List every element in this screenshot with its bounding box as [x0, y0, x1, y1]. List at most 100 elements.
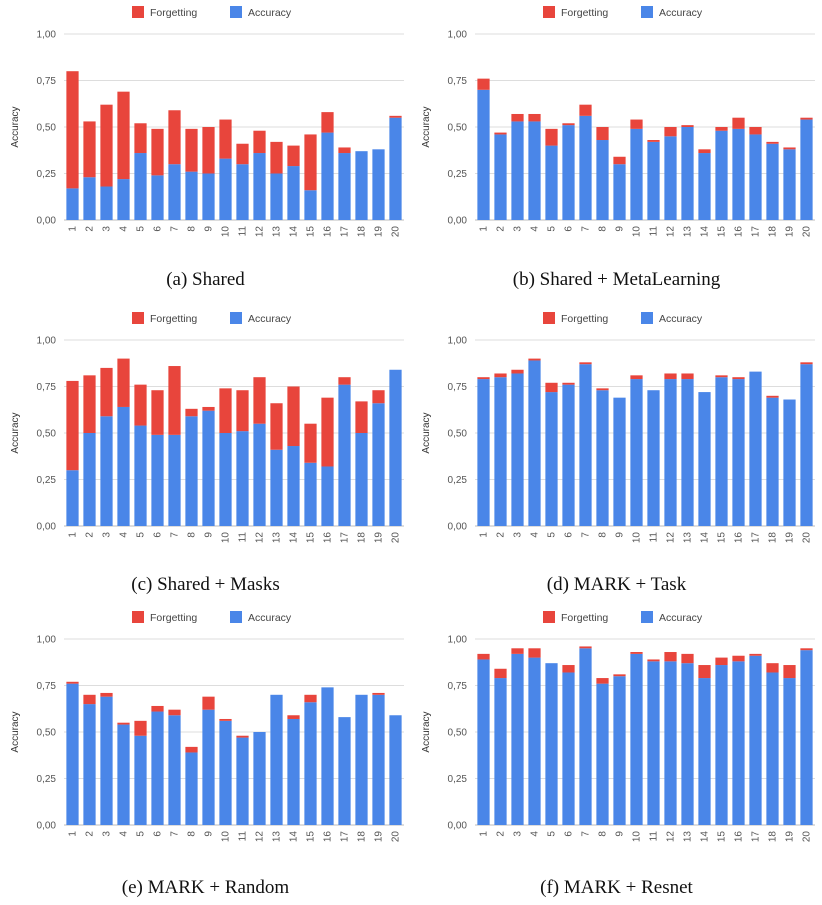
bar-accuracy	[168, 434, 181, 526]
bar-forgetting	[66, 380, 79, 471]
caption-e: (e) MARK + Random	[121, 877, 290, 898]
bar-accuracy	[715, 130, 728, 220]
bar-forgetting	[477, 653, 490, 660]
x-tick-label: 11	[238, 831, 249, 842]
bar-forgetting	[783, 665, 796, 679]
bar-accuracy	[647, 141, 660, 220]
bar-accuracy	[800, 650, 813, 825]
chart-panel-b: 0,00 0,25 0,50 0,75 1,00 Accuracy 1 2 3 4 5 6 7 8 9 10 1…	[411, 0, 822, 300]
bar-accuracy	[545, 663, 558, 825]
y-tick-label: 0,25	[448, 475, 468, 486]
x-tick-label: 4	[119, 831, 130, 837]
x-tick-label: 12	[255, 831, 266, 843]
bar-accuracy	[596, 390, 609, 526]
bar-forgetting	[681, 373, 694, 380]
x-tick-label: 17	[751, 831, 762, 843]
bar-accuracy	[151, 434, 164, 526]
x-tick-label: 16	[734, 532, 745, 544]
bar-forgetting	[698, 665, 711, 679]
y-tick-label: 0,25	[37, 774, 57, 785]
bar-accuracy	[168, 715, 181, 825]
chart-panel-c: 0,00 0,25 0,50 0,75 1,00 Accuracy 1 2 3 4 5 6 7 8 9 10 1…	[0, 306, 411, 606]
legend-swatch-accuracy	[230, 6, 242, 18]
x-tick-label: 5	[136, 226, 147, 232]
x-tick-label: 19	[785, 831, 796, 843]
bar-forgetting	[100, 104, 113, 187]
x-tick-label: 11	[649, 226, 660, 237]
bar-forgetting	[579, 104, 592, 116]
x-tick-label: 16	[323, 831, 334, 843]
bar-accuracy	[338, 153, 351, 220]
x-tick-label: 4	[530, 831, 541, 837]
legend-swatch-accuracy	[230, 611, 242, 623]
bar-accuracy	[562, 384, 575, 526]
bar-accuracy	[579, 115, 592, 220]
bar-accuracy	[355, 151, 368, 220]
bar-forgetting	[117, 358, 130, 407]
x-tick-label: 6	[564, 831, 575, 837]
bar-forgetting	[100, 367, 113, 417]
legend-label-forgetting: Forgetting	[561, 313, 608, 325]
bar-forgetting	[630, 119, 643, 129]
bar-accuracy	[732, 379, 745, 526]
bar-forgetting	[732, 655, 745, 662]
bar-forgetting	[83, 121, 96, 178]
bar-accuracy	[372, 403, 385, 526]
bar-accuracy	[287, 446, 300, 526]
bar-accuracy	[613, 164, 626, 220]
x-tick-label: 7	[581, 831, 592, 837]
bar-forgetting	[664, 652, 677, 662]
y-tick-label: 0,50	[37, 728, 57, 739]
bar-accuracy	[783, 678, 796, 825]
bar-accuracy	[253, 153, 266, 220]
bar-accuracy	[321, 466, 334, 526]
x-tick-label: 16	[734, 226, 745, 238]
bar-accuracy	[355, 694, 368, 825]
bar-accuracy	[511, 121, 524, 220]
bar-forgetting	[715, 657, 728, 666]
x-tick-label: 6	[564, 226, 575, 232]
bar-forgetting	[749, 653, 762, 656]
bar-accuracy	[117, 406, 130, 526]
x-tick-label: 11	[238, 532, 249, 543]
bar-accuracy	[698, 153, 711, 220]
x-tick-label: 8	[187, 532, 198, 538]
bar-forgetting	[304, 694, 317, 703]
x-tick-label: 13	[683, 532, 694, 544]
x-tick-label: 17	[751, 532, 762, 544]
x-tick-label: 15	[717, 532, 728, 544]
x-tick-label: 5	[136, 831, 147, 837]
bar-accuracy	[732, 128, 745, 220]
bar-accuracy	[715, 665, 728, 825]
bar-forgetting	[681, 653, 694, 664]
bar-forgetting	[287, 715, 300, 719]
x-tick-label: 3	[513, 226, 524, 232]
legend-label-accuracy: Accuracy	[659, 313, 703, 325]
x-tick-label: 16	[734, 831, 745, 843]
bar-forgetting	[545, 128, 558, 146]
bar-forgetting	[389, 115, 402, 118]
bar-accuracy	[236, 737, 249, 825]
x-tick-label: 6	[564, 532, 575, 538]
y-tick-label: 0,00	[37, 821, 57, 832]
x-tick-label: 8	[187, 831, 198, 837]
legend-swatch-accuracy	[641, 611, 653, 623]
bar-accuracy	[511, 373, 524, 526]
bar-forgetting	[749, 127, 762, 135]
y-tick-label: 0,00	[37, 522, 57, 533]
bar-forgetting	[202, 696, 215, 710]
y-tick-label: 0,75	[448, 76, 468, 87]
bar-forgetting	[117, 91, 130, 180]
bar-accuracy	[494, 678, 507, 825]
x-tick-label: 2	[496, 831, 507, 837]
bar-forgetting	[287, 145, 300, 167]
x-tick-label: 6	[153, 532, 164, 538]
bar-forgetting	[766, 395, 779, 398]
x-tick-label: 7	[170, 831, 181, 837]
bar-accuracy	[698, 678, 711, 825]
bar-accuracy	[134, 735, 147, 825]
legend: Forgetting Accuracy	[132, 312, 292, 325]
bar-accuracy	[270, 449, 283, 526]
x-tick-label: 19	[374, 532, 385, 544]
